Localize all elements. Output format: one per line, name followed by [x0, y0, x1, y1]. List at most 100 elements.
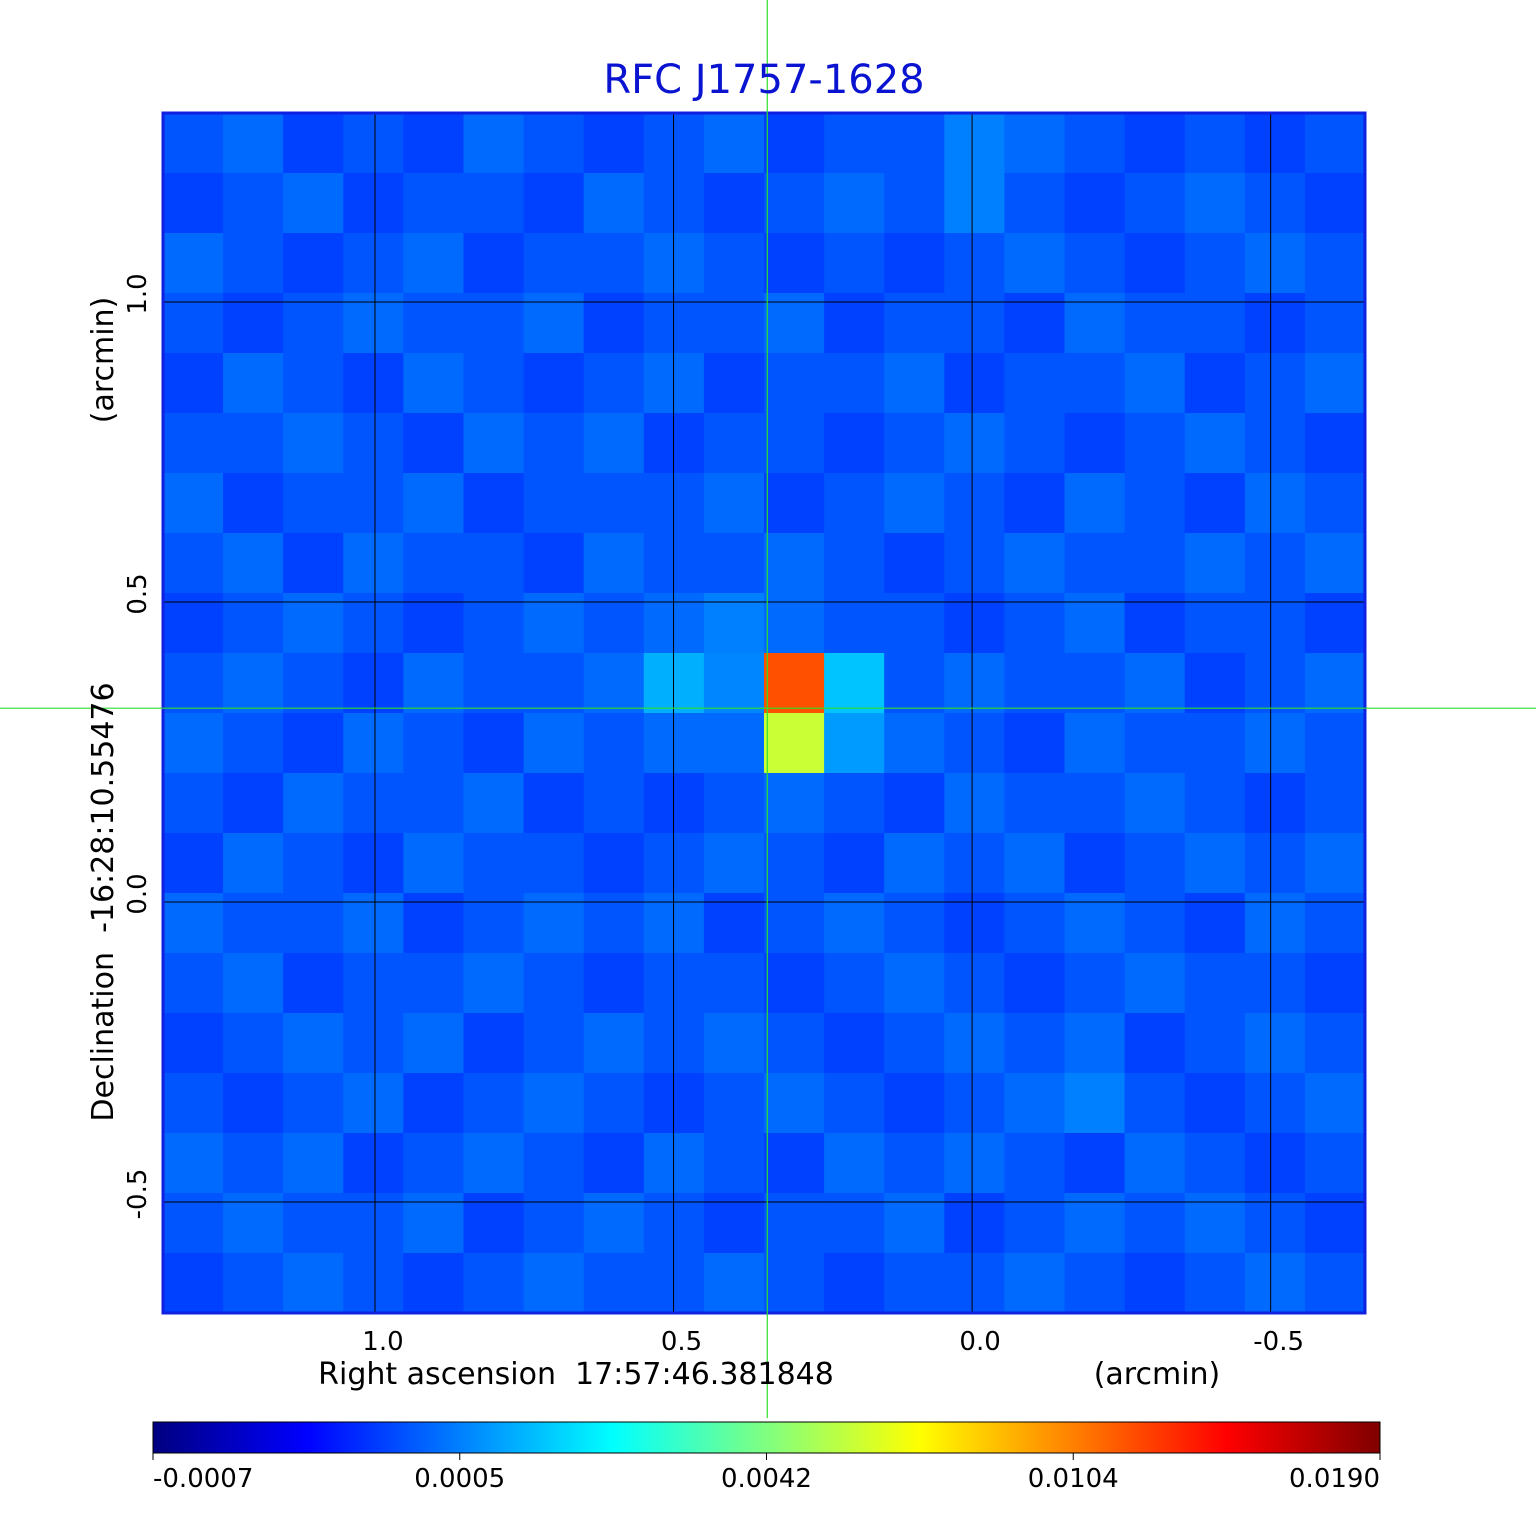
heatmap-cell — [1064, 1253, 1126, 1314]
heatmap-cell — [163, 1193, 224, 1254]
heatmap-cell — [1184, 1013, 1246, 1074]
heatmap-cell — [1244, 653, 1306, 714]
heatmap-cell — [1064, 353, 1126, 414]
heatmap-cell — [523, 173, 585, 234]
heatmap-cell — [1184, 653, 1246, 714]
heatmap-cell — [944, 953, 1005, 1014]
heatmap-cell — [824, 533, 885, 594]
heatmap-cell — [403, 833, 464, 894]
heatmap-cell — [463, 413, 525, 474]
heatmap-cell — [1244, 1133, 1306, 1194]
heatmap-cell — [403, 1013, 464, 1074]
heatmap-cell — [643, 1133, 705, 1194]
heatmap-cell — [523, 1133, 585, 1194]
heatmap-cell — [283, 833, 344, 894]
heatmap-cell — [1244, 473, 1306, 534]
heatmap-cell — [643, 1253, 705, 1314]
heatmap-cell — [643, 533, 705, 594]
heatmap-cell — [1184, 173, 1246, 234]
heatmap-cell — [223, 1253, 284, 1314]
heatmap-cell — [824, 353, 885, 414]
heatmap-cell — [884, 413, 945, 474]
heatmap-cell — [403, 713, 464, 774]
heatmap-cell — [523, 653, 585, 714]
heatmap-cell — [403, 533, 464, 594]
heatmap-cell — [283, 473, 344, 534]
heatmap-cell — [643, 173, 705, 234]
heatmap-cell — [583, 293, 645, 354]
heatmap-cell — [1304, 953, 1366, 1014]
heatmap-cell — [523, 833, 585, 894]
heatmap-cell — [463, 773, 525, 834]
heatmap-cell — [583, 1193, 645, 1254]
heatmap-cell — [223, 713, 284, 774]
heatmap-cell — [283, 533, 344, 594]
heatmap-cell — [1064, 173, 1126, 234]
heatmap-cell — [703, 1193, 765, 1254]
heatmap-cell — [283, 773, 344, 834]
heatmap-cell — [343, 293, 404, 354]
heatmap-cell — [583, 713, 645, 774]
heatmap-cell — [403, 353, 464, 414]
heatmap-cell — [884, 1193, 945, 1254]
y-tick-label: 0.0 — [123, 873, 153, 914]
heatmap-cell — [403, 173, 464, 234]
heatmap-cell — [944, 353, 1005, 414]
heatmap-cell — [523, 1013, 585, 1074]
x-tick-label: -0.5 — [1253, 1327, 1304, 1357]
heatmap-cell — [583, 1073, 645, 1134]
heatmap-cell — [884, 893, 945, 954]
heatmap-cell — [1004, 413, 1065, 474]
heatmap-cell — [223, 533, 284, 594]
heatmap-cell — [583, 413, 645, 474]
heatmap-cell — [1304, 113, 1366, 174]
heatmap-cell — [1304, 713, 1366, 774]
heatmap-cell — [523, 953, 585, 1014]
heatmap-cell — [343, 173, 404, 234]
heatmap-cell — [1124, 173, 1186, 234]
heatmap-cell — [1004, 1073, 1065, 1134]
heatmap-cell — [343, 593, 404, 654]
heatmap-cell — [583, 1013, 645, 1074]
heatmap-cell — [223, 233, 284, 294]
heatmap-cell — [884, 773, 945, 834]
heatmap-cell — [403, 233, 464, 294]
heatmap-cell — [703, 953, 765, 1014]
heatmap-cell — [463, 113, 525, 174]
heatmap-cell — [223, 413, 284, 474]
heatmap-cell — [703, 713, 765, 774]
heatmap-cell — [703, 1253, 765, 1314]
heatmap-cell — [824, 413, 885, 474]
heatmap-cell — [1004, 173, 1065, 234]
heatmap-cell — [643, 773, 705, 834]
heatmap-cell — [463, 1193, 525, 1254]
heatmap-cell — [703, 533, 765, 594]
heatmap-cell — [824, 833, 885, 894]
heatmap-cell — [403, 773, 464, 834]
heatmap-cell — [643, 233, 705, 294]
heatmap-cell — [523, 713, 585, 774]
heatmap-cell — [884, 293, 945, 354]
heatmap-cell — [163, 533, 224, 594]
heatmap-cell — [1184, 293, 1246, 354]
heatmap-cell — [283, 653, 344, 714]
heatmap-cell — [764, 773, 825, 834]
heatmap-cell — [1184, 1133, 1246, 1194]
heatmap-cell — [1184, 773, 1246, 834]
heatmap-cell — [163, 293, 224, 354]
heatmap-cell — [1244, 1193, 1306, 1254]
heatmap-cell — [343, 413, 404, 474]
heatmap-cell — [163, 653, 224, 714]
heatmap-cell — [764, 473, 825, 534]
heatmap-cell — [343, 893, 404, 954]
heatmap-cell — [1304, 653, 1366, 714]
heatmap-cell — [1124, 773, 1186, 834]
heatmap-cell — [1064, 533, 1126, 594]
heatmap-cell — [643, 293, 705, 354]
heatmap-cell — [824, 1193, 885, 1254]
heatmap-cell — [944, 833, 1005, 894]
heatmap-cell — [944, 593, 1005, 654]
heatmap-cell — [403, 893, 464, 954]
heatmap-cell — [343, 1073, 404, 1134]
